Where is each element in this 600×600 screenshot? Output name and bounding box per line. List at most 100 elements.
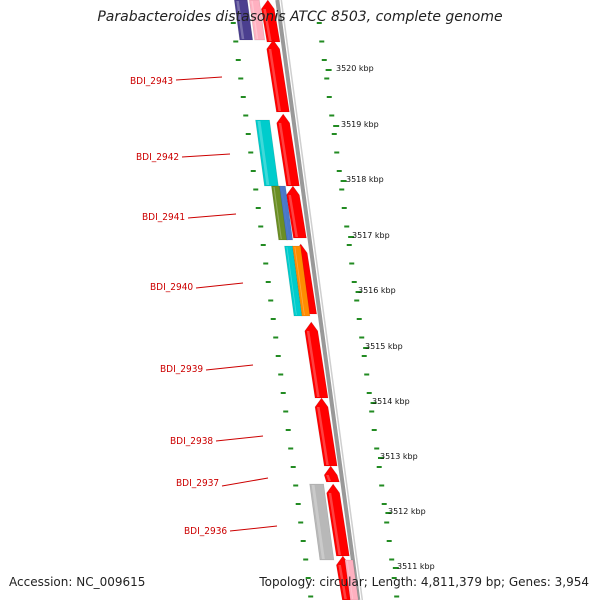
outer-dotted-ring	[324, 77, 330, 80]
outer-dotted-ring	[354, 299, 360, 302]
outer-dotted-ring	[321, 59, 327, 61]
gene-leader-line	[221, 477, 269, 487]
inner-dotted-ring	[300, 540, 306, 542]
scale-tick	[348, 236, 355, 238]
cds-arrow-sheen	[288, 195, 298, 237]
inner-dotted-ring	[283, 410, 289, 413]
inner-dotted-ring	[238, 77, 244, 80]
gene-label-bdi-2936[interactable]: BDI_2936	[184, 526, 228, 537]
accession-text: Accession: NC_009615	[9, 575, 146, 589]
inner-dotted-ring	[298, 521, 304, 524]
outer-dotted-ring	[391, 577, 397, 579]
scale-tick	[340, 180, 347, 182]
gene-label-bdi-2940[interactable]: BDI_2940	[150, 282, 194, 293]
inner-dotted-ring	[260, 244, 266, 246]
inner-dotted-ring	[263, 262, 269, 265]
scale-tick	[325, 69, 332, 71]
inner-dotted-ring	[290, 466, 296, 468]
inner-dotted-ring	[258, 225, 264, 228]
outer-dotted-ring	[339, 188, 345, 191]
outer-dotted-ring	[369, 410, 375, 413]
scale-label-3514: 3514 kbp	[372, 397, 410, 406]
gene-label-bdi-2942[interactable]: BDI_2942	[136, 152, 180, 163]
cds-arrow	[260, 0, 281, 43]
scale-label-3520: 3520 kbp	[336, 64, 374, 73]
outer-dotted-ring	[349, 262, 355, 265]
outer-dotted-ring	[334, 151, 340, 154]
inner-dotted-ring	[235, 59, 241, 61]
inner-dotted-ring	[253, 188, 259, 191]
cog-block-cyan-sheen	[257, 121, 270, 185]
cog-block-orange-sheen	[294, 247, 305, 315]
scale-label-3516: 3516 kbp	[358, 286, 396, 295]
inner-dotted-ring	[305, 577, 311, 579]
scale-label-3511: 3511 kbp	[397, 562, 435, 571]
cog-block-purple	[233, 0, 254, 41]
cds-arrow	[323, 465, 340, 483]
inner-dotted-ring	[233, 40, 239, 43]
inner-dotted-ring	[288, 447, 294, 450]
cog-block-orange	[292, 245, 311, 317]
cds-arrow-sheen	[338, 565, 347, 599]
cog-block-purple-sheen	[236, 1, 245, 39]
gene-leader-line	[215, 435, 264, 442]
scale-label-3513: 3513 kbp	[380, 452, 418, 461]
outer-dotted-ring	[344, 225, 350, 228]
inner-dotted-ring	[248, 151, 254, 154]
genome-summary-text: Topology: circular; Length: 4,811,379 bp…	[259, 575, 589, 589]
cds-arrow	[286, 185, 307, 239]
outer-dotted-ring	[371, 429, 377, 431]
cds-arrow	[266, 39, 290, 113]
gene-leader-line	[175, 76, 223, 81]
inner-dotted-ring	[293, 484, 299, 487]
cds-arrow-sheen	[306, 331, 320, 397]
gene-leader-line	[229, 525, 278, 532]
gene-label-bdi-2937[interactable]: BDI_2937	[176, 478, 220, 489]
cds-arrow-sheen	[328, 493, 341, 555]
map-title: Parabacteroides distasonis ATCC 8503, co…	[97, 9, 503, 25]
inner-dotted-ring	[270, 318, 276, 320]
gene-label-bdi-2941[interactable]: BDI_2941	[142, 212, 186, 223]
cog-block-olive-sheen	[273, 187, 282, 239]
cog-block-gray	[309, 483, 335, 561]
scale-tick	[385, 512, 392, 514]
outer-dotted-ring	[386, 540, 392, 542]
gene-leader-line	[181, 153, 231, 158]
cog-block-blue-sheen	[281, 187, 289, 239]
backbone-highlight	[280, 0, 364, 600]
outer-dotted-ring	[384, 521, 390, 524]
inner-dotted-ring	[285, 429, 291, 431]
gene-label-bdi-2938[interactable]: BDI_2938	[170, 436, 214, 447]
scale-tick	[377, 457, 384, 459]
outer-dotted-ring	[356, 318, 362, 320]
cog-block-pink-bottom-sheen	[346, 561, 354, 599]
cds-arrow	[326, 483, 350, 557]
cds-arrow-sheen	[278, 123, 291, 185]
gene-label-bdi-2939[interactable]: BDI_2939	[160, 364, 204, 375]
inner-dotted-ring	[303, 558, 309, 561]
outer-dotted-ring	[326, 96, 332, 98]
inner-dotted-ring	[255, 207, 261, 209]
outer-dotted-ring	[341, 207, 347, 209]
backbone-line	[275, 0, 361, 600]
cog-block-pink	[248, 0, 266, 41]
inner-dotted-ring	[265, 281, 271, 283]
gene-leader-line	[187, 213, 237, 219]
inner-dotted-ring	[273, 336, 279, 339]
cog-block-cyan-2-sheen	[286, 247, 297, 315]
cds-arrow-sheen	[268, 49, 281, 111]
outer-dotted-ring	[366, 392, 372, 394]
scale-label-3518: 3518 kbp	[346, 175, 384, 184]
scale-label-3519: 3519 kbp	[341, 120, 379, 129]
inner-dotted-ring	[278, 373, 284, 376]
gene-label-bdi-2943[interactable]: BDI_2943	[130, 76, 174, 87]
scale-tick	[355, 291, 362, 293]
inner-dotted-ring	[280, 392, 286, 394]
inner-dotted-ring	[240, 96, 246, 98]
inner-dotted-ring	[275, 355, 281, 357]
scale-label-3517: 3517 kbp	[352, 231, 390, 240]
outer-dotted-ring	[316, 22, 322, 24]
gene-leader-line	[205, 364, 254, 371]
cds-arrow	[304, 321, 329, 399]
inner-dotted-ring	[243, 114, 249, 117]
